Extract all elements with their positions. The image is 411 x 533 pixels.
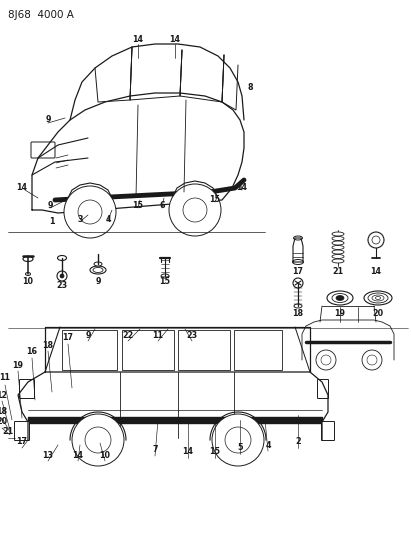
FancyBboxPatch shape <box>19 379 35 399</box>
Text: 12: 12 <box>0 391 7 400</box>
Circle shape <box>169 184 221 236</box>
Text: 8: 8 <box>247 84 253 93</box>
Circle shape <box>225 427 251 453</box>
Text: 14: 14 <box>72 450 83 459</box>
FancyBboxPatch shape <box>178 330 230 370</box>
Text: 15: 15 <box>132 200 143 209</box>
Ellipse shape <box>332 241 344 245</box>
Circle shape <box>57 271 67 281</box>
Text: 19: 19 <box>12 360 23 369</box>
Text: 11: 11 <box>152 330 164 340</box>
Circle shape <box>321 355 331 365</box>
Ellipse shape <box>293 260 303 264</box>
Circle shape <box>372 236 380 244</box>
Ellipse shape <box>94 262 102 266</box>
Text: 3: 3 <box>77 215 83 224</box>
Ellipse shape <box>332 250 344 254</box>
Circle shape <box>316 350 336 370</box>
Text: 11: 11 <box>0 374 11 383</box>
Text: 14: 14 <box>16 183 28 192</box>
Circle shape <box>183 198 207 222</box>
Circle shape <box>85 427 111 453</box>
Ellipse shape <box>332 294 348 303</box>
Text: 9: 9 <box>95 278 101 287</box>
Ellipse shape <box>332 254 344 259</box>
Text: 14: 14 <box>236 183 247 192</box>
Text: 9: 9 <box>47 200 53 209</box>
Ellipse shape <box>58 255 67 261</box>
Ellipse shape <box>332 246 344 249</box>
Text: 14: 14 <box>370 268 381 277</box>
Text: 20: 20 <box>372 309 383 318</box>
Ellipse shape <box>25 272 30 276</box>
Text: 18: 18 <box>0 408 7 416</box>
Text: 17: 17 <box>293 268 303 277</box>
Ellipse shape <box>368 293 388 303</box>
Text: 21: 21 <box>332 268 344 277</box>
Ellipse shape <box>332 259 344 263</box>
Text: 14: 14 <box>132 36 143 44</box>
Text: 18: 18 <box>293 309 304 318</box>
Text: 10: 10 <box>99 450 111 459</box>
Text: 23: 23 <box>187 330 198 340</box>
FancyBboxPatch shape <box>234 330 282 370</box>
Ellipse shape <box>90 266 106 274</box>
Text: 2: 2 <box>295 438 301 447</box>
Ellipse shape <box>161 274 169 278</box>
Text: 19: 19 <box>335 309 346 318</box>
FancyBboxPatch shape <box>14 422 30 440</box>
FancyBboxPatch shape <box>62 330 117 370</box>
Circle shape <box>293 278 303 288</box>
Text: 16: 16 <box>26 348 37 357</box>
Ellipse shape <box>294 304 302 308</box>
Text: 18: 18 <box>42 341 53 350</box>
Ellipse shape <box>293 236 302 240</box>
Circle shape <box>362 350 382 370</box>
Ellipse shape <box>332 237 344 240</box>
Text: 22: 22 <box>122 330 134 340</box>
Text: 14: 14 <box>169 36 180 44</box>
Text: 15: 15 <box>210 448 220 456</box>
Circle shape <box>64 186 116 238</box>
FancyBboxPatch shape <box>321 422 335 440</box>
Circle shape <box>72 414 124 466</box>
Text: 17: 17 <box>16 438 28 447</box>
Text: 7: 7 <box>152 446 158 455</box>
Text: 14: 14 <box>182 448 194 456</box>
Text: 1: 1 <box>49 217 55 227</box>
Text: 15: 15 <box>159 278 171 287</box>
FancyBboxPatch shape <box>31 142 55 158</box>
FancyBboxPatch shape <box>122 330 174 370</box>
Text: 9: 9 <box>85 330 91 340</box>
Text: 10: 10 <box>23 278 34 287</box>
Text: 21: 21 <box>2 427 14 437</box>
FancyBboxPatch shape <box>318 379 328 399</box>
Circle shape <box>212 414 264 466</box>
Ellipse shape <box>336 295 344 301</box>
Ellipse shape <box>332 232 344 236</box>
Circle shape <box>60 274 64 278</box>
Ellipse shape <box>376 296 381 300</box>
Text: 6: 6 <box>159 200 165 209</box>
Circle shape <box>367 355 377 365</box>
Circle shape <box>78 200 102 224</box>
Text: 9: 9 <box>45 116 51 125</box>
Text: 4: 4 <box>265 440 271 449</box>
Text: 5: 5 <box>237 443 243 453</box>
Ellipse shape <box>364 291 392 305</box>
Ellipse shape <box>93 268 103 272</box>
Ellipse shape <box>372 295 384 301</box>
Ellipse shape <box>23 256 33 262</box>
Text: 17: 17 <box>62 334 74 343</box>
Text: 8J68  4000 A: 8J68 4000 A <box>8 10 74 20</box>
Text: 15: 15 <box>210 196 220 205</box>
Ellipse shape <box>327 291 353 305</box>
Text: 23: 23 <box>56 281 67 290</box>
Text: 13: 13 <box>42 450 53 459</box>
Text: 4: 4 <box>105 215 111 224</box>
Text: 20: 20 <box>0 417 7 426</box>
Circle shape <box>368 232 384 248</box>
